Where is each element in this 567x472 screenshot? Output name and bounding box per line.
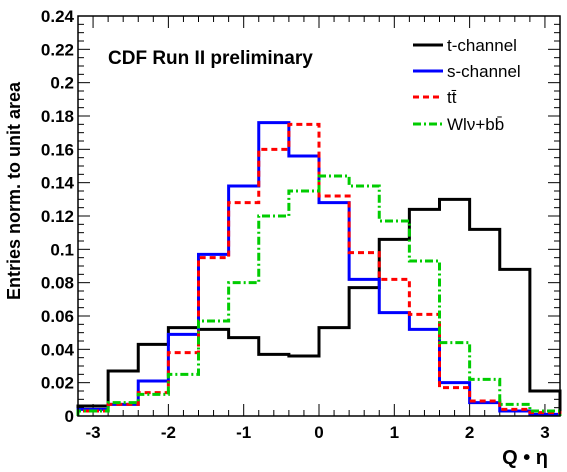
legend-label-t-channel: t-channel — [447, 36, 517, 55]
x-tick-label: -1 — [236, 423, 251, 442]
y-tick-label: 0.22 — [41, 40, 74, 59]
legend-label-ttbar: tt̄ — [447, 88, 457, 107]
series-ttbar — [76, 122, 562, 416]
y-tick-label: 0 — [65, 407, 74, 426]
legend: t-channel s-channel tt̄ Wlν+bb̄ — [413, 36, 521, 134]
x-tick-label: 0 — [314, 423, 323, 442]
plot-frame — [77, 15, 561, 417]
x-tick-label: 2 — [465, 423, 474, 442]
series-t-channel — [76, 197, 562, 416]
y-tick-label: 0.14 — [41, 174, 75, 193]
x-tick-label: -2 — [161, 423, 176, 442]
y-tick-label: 0.24 — [41, 7, 75, 26]
x-tick-label: 3 — [540, 423, 549, 442]
series-lines — [76, 121, 562, 416]
x-tick-label: -3 — [86, 423, 101, 442]
y-tick-label: 0.18 — [41, 107, 74, 126]
y-tick-label: 0.06 — [41, 307, 74, 326]
series-wlnu-bb — [76, 174, 562, 416]
y-tick-label: 0.16 — [41, 140, 74, 159]
chart-title: CDF Run II preliminary — [108, 48, 313, 69]
y-tick-label: 0.2 — [50, 74, 74, 93]
y-tick-label: 0.08 — [41, 274, 74, 293]
y-tick-label: 0.02 — [41, 374, 74, 393]
tick-marks — [77, 15, 561, 417]
legend-label-s-channel: s-channel — [447, 62, 521, 81]
y-tick-label: 0.1 — [50, 240, 74, 259]
y-tick-label: 0.04 — [41, 340, 75, 359]
tick-labels: -3 -2 -1 0 1 2 3 0 0.02 0.04 0.06 0.08 0.1 0.12 0.14 0.… — [41, 7, 550, 442]
y-tick-label: 0.12 — [41, 207, 74, 226]
x-tick-label: 1 — [390, 423, 399, 442]
y-axis-title: Entries norm. to unit area — [4, 81, 24, 300]
legend-label-wlnu-bb: Wlν+bb̄ — [447, 115, 504, 134]
x-axis-title: Q • η — [502, 447, 548, 469]
series-s-channel — [76, 121, 562, 416]
